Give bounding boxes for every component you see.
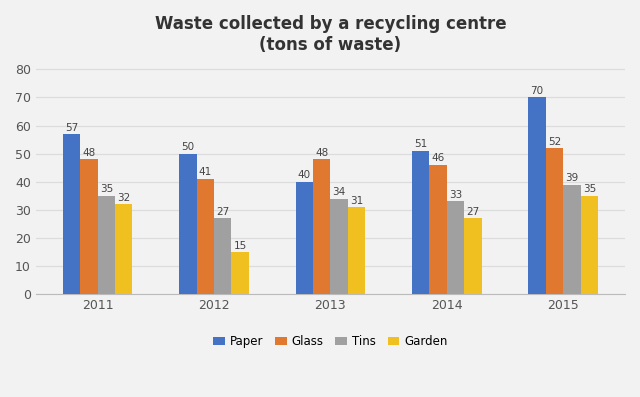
Bar — [580, 196, 598, 294]
Bar — [196, 179, 214, 294]
Bar — [412, 151, 429, 294]
Bar — [348, 207, 365, 294]
Text: 39: 39 — [565, 173, 579, 183]
Bar — [115, 204, 132, 294]
Bar — [563, 185, 580, 294]
Bar — [80, 159, 97, 294]
Text: 52: 52 — [548, 137, 561, 146]
Text: 41: 41 — [198, 168, 212, 177]
Text: 15: 15 — [234, 241, 247, 251]
Title: Waste collected by a recycling centre
(tons of waste): Waste collected by a recycling centre (t… — [155, 15, 506, 54]
Text: 70: 70 — [531, 86, 543, 96]
Text: 46: 46 — [431, 154, 445, 164]
Bar — [447, 201, 465, 294]
Bar — [330, 198, 348, 294]
Text: 57: 57 — [65, 123, 78, 133]
Text: 35: 35 — [583, 184, 596, 195]
Text: 40: 40 — [298, 170, 311, 180]
Text: 51: 51 — [414, 139, 428, 149]
Bar — [296, 182, 313, 294]
Text: 48: 48 — [315, 148, 328, 158]
Text: 50: 50 — [181, 142, 195, 152]
Legend: Paper, Glass, Tins, Garden: Paper, Glass, Tins, Garden — [209, 330, 452, 353]
Bar — [63, 134, 80, 294]
Text: 33: 33 — [449, 190, 462, 200]
Bar — [546, 148, 563, 294]
Text: 27: 27 — [467, 207, 480, 217]
Bar — [232, 252, 249, 294]
Bar — [97, 196, 115, 294]
Bar — [429, 165, 447, 294]
Bar — [214, 218, 232, 294]
Text: 34: 34 — [333, 187, 346, 197]
Text: 48: 48 — [82, 148, 95, 158]
Text: 35: 35 — [100, 184, 113, 195]
Bar — [179, 154, 196, 294]
Bar — [529, 97, 546, 294]
Text: 27: 27 — [216, 207, 229, 217]
Text: 32: 32 — [117, 193, 131, 203]
Bar — [465, 218, 482, 294]
Bar — [313, 159, 330, 294]
Text: 31: 31 — [350, 196, 364, 206]
